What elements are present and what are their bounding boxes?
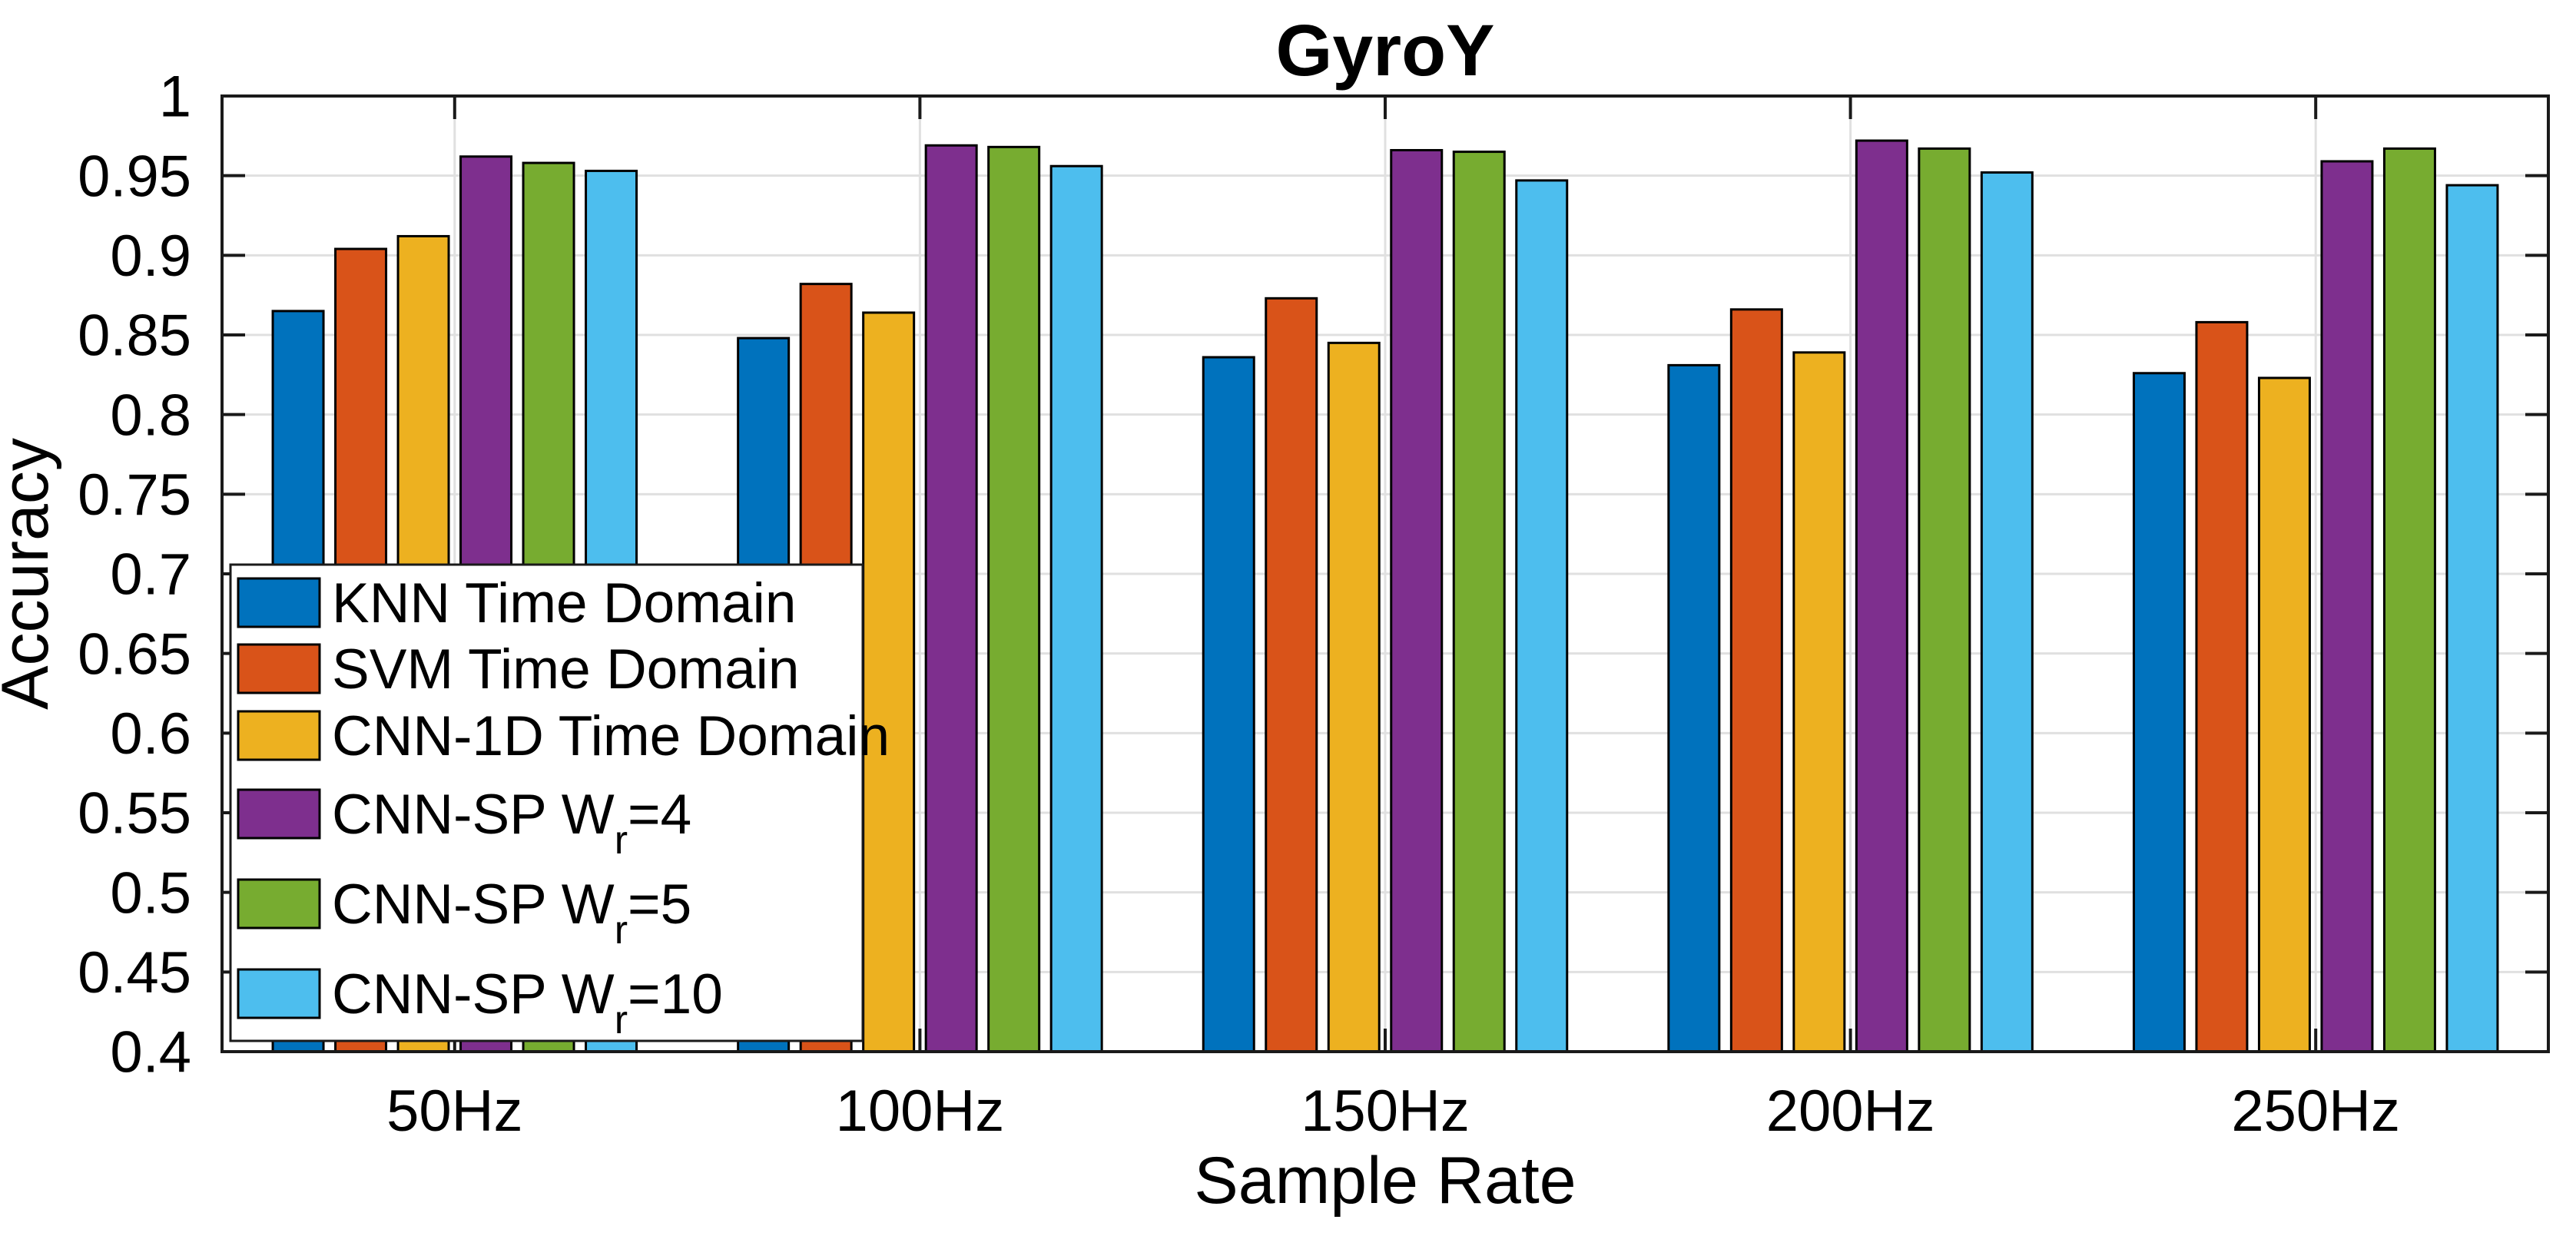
y-tick-label: 0.5 [110, 860, 191, 926]
bar-cnn-sp-wr-4-250hz [2320, 160, 2374, 1053]
legend-label-1: KNN Time Domain [332, 572, 796, 635]
y-tick-label: 0.65 [78, 621, 191, 687]
bar-cnn-1d-time-domain-200hz [1792, 351, 1846, 1053]
y-tick-label: 0.6 [110, 701, 191, 767]
legend-swatch-6 [237, 968, 321, 1019]
bar-cnn-sp-wr-4-100hz [924, 144, 978, 1053]
legend-swatch-4 [237, 788, 321, 840]
bar-knn-time-domain-150hz [1202, 356, 1255, 1053]
y-tick-label: 0.7 [110, 542, 191, 608]
y-axis-label: Accuracy [0, 438, 62, 710]
legend-swatch-5 [237, 878, 321, 930]
bar-knn-time-domain-200hz [1667, 363, 1721, 1053]
bar-cnn-sp-wr-5-150hz [1452, 151, 1506, 1053]
chart-title: GyroY [1275, 10, 1494, 91]
tick-labels-layer: 0.4 0.45 0.5 0.55 0.6 0.65 0.7 0.75 0.8 0.85 0.9 0.… [78, 65, 2400, 1144]
legend-label-2: SVM Time Domain [332, 638, 800, 701]
x-tick-label: 250Hz [2231, 1079, 2400, 1144]
bars-layer [271, 139, 2499, 1053]
bar-cnn-sp-wr-10-100hz [1049, 164, 1103, 1053]
bar-cnn-1d-time-domain-150hz [1327, 341, 1381, 1053]
y-tick-label: 0.8 [110, 383, 191, 448]
bar-svm-time-domain-150hz [1265, 297, 1318, 1053]
y-tick-label: 0.95 [78, 144, 191, 209]
bar-cnn-sp-wr-10-150hz [1515, 179, 1569, 1053]
x-tick-label: 50Hz [386, 1079, 522, 1144]
bar-cnn-sp-wr-10-250hz [2445, 184, 2499, 1053]
legend-box [229, 563, 864, 1042]
legend-swatch-1 [237, 577, 321, 628]
bar-cnn-sp-wr-5-250hz [2382, 147, 2436, 1053]
bar-cnn-sp-wr-5-100hz [987, 145, 1041, 1053]
y-tick-label: 1 [159, 65, 191, 130]
x-axis-label: Sample Rate [1194, 1144, 1576, 1218]
legend-label-3: CNN-1D Time Domain [332, 705, 890, 767]
legend-label-4: CNN-SP Wr=4 [332, 784, 691, 863]
bar-cnn-sp-wr-5-200hz [1918, 147, 1971, 1053]
legend-swatch-2 [237, 643, 321, 694]
bar-cnn-sp-wr-10-200hz [1980, 171, 2034, 1053]
y-tick-label: 0.9 [110, 224, 191, 289]
x-tick-label: 100Hz [836, 1079, 1005, 1144]
x-tick-label: 150Hz [1301, 1079, 1470, 1144]
bar-svm-time-domain-200hz [1729, 308, 1783, 1053]
legend-swatch-3 [237, 710, 321, 761]
x-tick-label: 200Hz [1766, 1079, 1935, 1144]
bar-cnn-1d-time-domain-100hz [862, 311, 916, 1053]
bar-knn-time-domain-250hz [2132, 372, 2186, 1053]
legend-label-6: CNN-SP Wr=10 [332, 963, 723, 1042]
bar-svm-time-domain-250hz [2195, 320, 2249, 1053]
bar-cnn-sp-wr-4-200hz [1855, 139, 1908, 1053]
y-tick-label: 0.4 [110, 1020, 191, 1085]
y-tick-label: 0.85 [78, 303, 191, 369]
legend-label-5: CNN-SP Wr=5 [332, 873, 691, 953]
y-tick-label: 0.75 [78, 462, 191, 528]
bar-cnn-sp-wr-4-150hz [1390, 148, 1444, 1053]
y-tick-label: 0.55 [78, 781, 191, 847]
bar-cnn-1d-time-domain-250hz [2257, 376, 2311, 1053]
y-tick-label: 0.45 [78, 940, 191, 1006]
